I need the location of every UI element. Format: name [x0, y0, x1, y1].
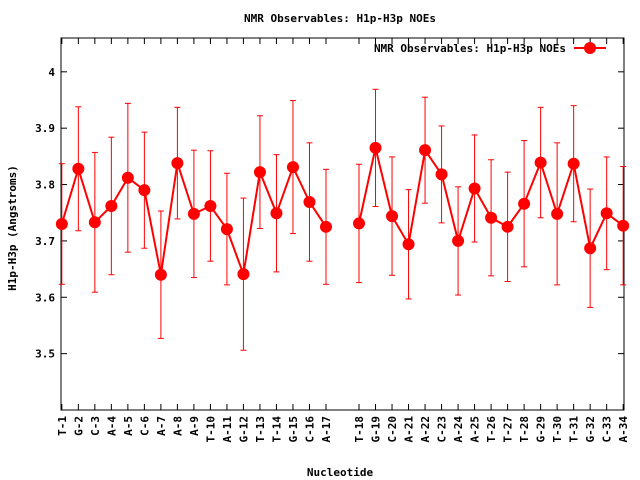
x-tick-label: C-20: [386, 416, 399, 443]
data-point: [468, 182, 481, 195]
x-tick-label: A-22: [419, 416, 432, 443]
data-point: [369, 141, 382, 154]
data-point: [253, 166, 266, 179]
x-tick-label: C-16: [303, 416, 316, 443]
legend-marker: [584, 42, 596, 54]
x-tick-label: T-26: [485, 416, 498, 443]
x-tick-label: A-34: [617, 416, 630, 443]
data-point: [419, 144, 432, 157]
x-tick-label: G-32: [584, 416, 597, 443]
data-point: [386, 210, 399, 223]
data-point: [204, 199, 217, 212]
y-tick-label: 3.8: [35, 179, 55, 192]
data-point: [518, 197, 531, 210]
y-axis-label: H1p-H3p (Angstroms): [6, 165, 19, 291]
x-tick-label: C-33: [601, 416, 614, 443]
x-tick-label: C-6: [138, 416, 151, 436]
legend: NMR Observables: H1p-H3p NOEs: [374, 42, 606, 55]
x-tick-label: G-2: [72, 416, 85, 436]
x-tick-label: T-14: [270, 416, 283, 443]
data-point: [567, 157, 580, 170]
x-tick-label: G-29: [535, 416, 548, 443]
x-tick-label: T-30: [551, 416, 564, 443]
data-point: [220, 223, 233, 236]
x-tick-label: A-17: [320, 416, 333, 443]
data-point: [55, 218, 68, 230]
x-tick-label: A-21: [403, 416, 416, 443]
x-tick-label: A-8: [171, 416, 184, 436]
x-tick-label: A-11: [221, 416, 234, 443]
x-tick-label: G-12: [237, 416, 250, 443]
points-layer: [55, 141, 630, 281]
data-point: [501, 220, 514, 233]
data-point: [171, 157, 184, 170]
x-axis-label: Nucleotide: [307, 466, 374, 479]
data-point: [551, 207, 564, 220]
chart-title: NMR Observables: H1p-H3p NOEs: [244, 12, 436, 25]
data-point: [485, 211, 498, 224]
x-tick-label: A-25: [469, 416, 482, 443]
y-tick-label: 3.9: [35, 122, 55, 135]
data-point: [319, 220, 332, 233]
data-point: [435, 168, 448, 181]
x-tick-label: A-5: [122, 416, 135, 436]
x-tick-label: A-24: [452, 416, 465, 443]
legend-label: NMR Observables: H1p-H3p NOEs: [374, 42, 566, 55]
data-point: [105, 199, 118, 212]
x-tick-label: T-27: [502, 416, 515, 443]
data-point: [534, 156, 547, 169]
data-point: [617, 219, 630, 232]
data-point: [72, 162, 85, 175]
x-tick-label: T-13: [254, 416, 267, 443]
x-tick-label: T-10: [204, 416, 217, 443]
data-point: [303, 196, 316, 209]
y-tick-label: 3.7: [35, 235, 55, 248]
data-point: [88, 216, 101, 229]
data-point: [402, 238, 415, 251]
data-point: [237, 268, 250, 281]
data-point: [600, 207, 613, 220]
data-point: [286, 161, 299, 174]
x-tick-label: C-23: [436, 416, 449, 443]
x-tick-label: C-3: [89, 416, 102, 436]
data-point: [353, 217, 366, 230]
x-tick-label: G-19: [370, 416, 383, 443]
x-tick-label: T-1: [56, 416, 69, 436]
y-tick-label: 3.6: [35, 291, 55, 304]
x-tick-label: A-9: [188, 416, 201, 436]
data-point: [584, 242, 597, 255]
data-point: [187, 207, 200, 220]
x-tick-label: T-28: [518, 416, 531, 443]
data-point: [121, 171, 134, 184]
x-tick-label: T-18: [353, 416, 366, 443]
data-point: [452, 234, 465, 247]
x-tick-label: T-31: [568, 416, 581, 443]
x-tick-label: A-4: [105, 416, 118, 436]
data-point: [138, 184, 151, 197]
y-tick-label: 4: [48, 66, 55, 79]
x-tick-label: G-15: [287, 416, 300, 443]
data-point: [154, 268, 167, 281]
axes-layer: 3.5 3.6 3.7 3.8 3.9 4 T-1 G-2 C-3 A-4 A-5 C-6 A-7 A-8…: [35, 37, 630, 443]
y-tick-label: 3.5: [35, 348, 55, 361]
x-tick-label: A-7: [155, 416, 168, 436]
data-point: [270, 207, 283, 220]
